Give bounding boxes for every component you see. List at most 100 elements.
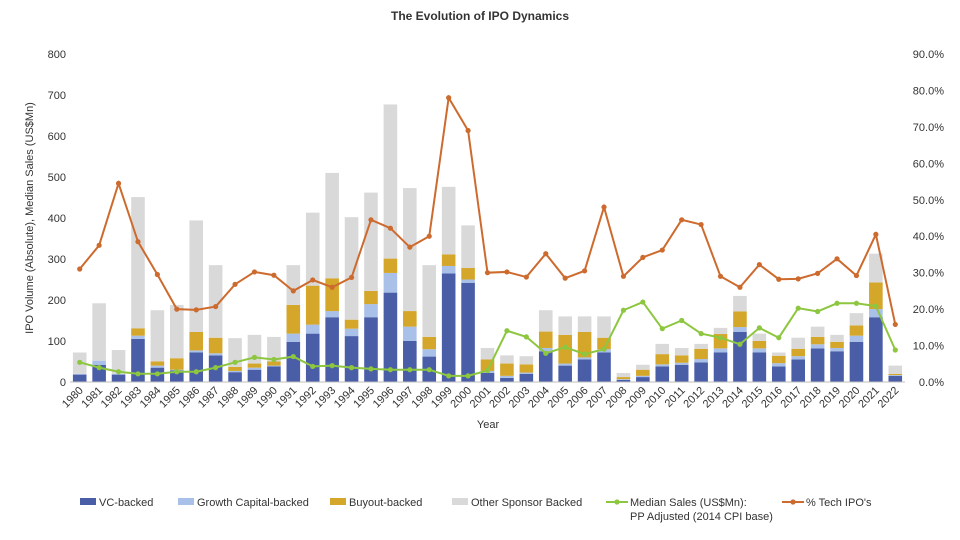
y-tick-label: 600 xyxy=(48,131,66,143)
bar-vc-backed-1996 xyxy=(383,292,398,382)
legend-label-tech-ipo-s: % Tech IPO's xyxy=(806,497,872,509)
point-tech-ipo-s-2007 xyxy=(601,204,607,210)
bar-other-sponsor-backed-2013 xyxy=(713,327,728,335)
bar-vc-backed-1990 xyxy=(267,366,281,382)
point-median-sales-us-mn-pp-adjusted-2014-cpi-base-2012 xyxy=(698,331,704,337)
bar-growth-capital-backed-2002 xyxy=(500,375,514,378)
bar-buyout-backed-1988 xyxy=(228,366,242,371)
x-tick-label-1984: 1984 xyxy=(138,385,164,411)
bar-growth-capital-backed-2012 xyxy=(694,359,708,363)
bar-growth-capital-backed-1980 xyxy=(72,373,87,375)
bar-growth-capital-backed-2015 xyxy=(752,348,767,353)
x-tick-label-1998: 1998 xyxy=(410,385,436,411)
bar-other-sponsor-backed-2020 xyxy=(849,313,864,326)
point-median-sales-us-mn-pp-adjusted-2014-cpi-base-2013 xyxy=(717,335,724,341)
x-tick-label-1985: 1985 xyxy=(157,385,183,411)
y2-tick-label: 40.0% xyxy=(913,231,944,243)
point-median-sales-us-mn-pp-adjusted-2014-cpi-base-2002 xyxy=(504,328,510,334)
bar-growth-capital-backed-1988 xyxy=(228,370,242,373)
legend-label-median-sales-us-mn-pp-adjusted-2014-cpi-base: Median Sales (US$Mn): PP Adjusted (2014 C… xyxy=(630,497,773,523)
point-tech-ipo-s-2004 xyxy=(543,251,549,257)
x-tick-label-1996: 1996 xyxy=(371,385,397,411)
y-tick-label: 200 xyxy=(48,295,66,307)
point-median-sales-us-mn-pp-adjusted-2014-cpi-base-1981 xyxy=(96,365,102,371)
bar-growth-capital-backed-1993 xyxy=(325,311,339,318)
point-tech-ipo-s-1996 xyxy=(387,225,394,231)
bar-other-sponsor-backed-2000 xyxy=(461,225,475,269)
bar-growth-capital-backed-2019 xyxy=(830,347,844,352)
bar-other-sponsor-backed-1990 xyxy=(267,336,281,362)
bar-vc-backed-1993 xyxy=(325,317,339,382)
chart-title: The Evolution of IPO Dynamics xyxy=(391,9,569,23)
bar-other-sponsor-backed-2010 xyxy=(655,343,670,355)
bar-growth-capital-backed-1987 xyxy=(208,353,223,356)
point-tech-ipo-s-2012 xyxy=(698,221,704,228)
point-median-sales-us-mn-pp-adjusted-2014-cpi-base-2009 xyxy=(640,299,646,305)
y2-tick-label: 60.0% xyxy=(913,158,944,170)
legend-label-vc-backed: VC-backed xyxy=(99,497,153,509)
bar-buyout-backed-2018 xyxy=(810,336,825,345)
y2-tick-label: 90.0% xyxy=(913,49,944,61)
point-tech-ipo-s-2022 xyxy=(892,321,898,328)
bar-vc-backed-2019 xyxy=(830,351,844,382)
point-median-sales-us-mn-pp-adjusted-2014-cpi-base-2019 xyxy=(834,300,840,306)
bar-buyout-backed-1997 xyxy=(403,311,417,327)
bar-vc-backed-1991 xyxy=(286,341,301,382)
bar-vc-backed-1995 xyxy=(364,317,378,382)
point-median-sales-us-mn-pp-adjusted-2014-cpi-base-2003 xyxy=(523,334,529,340)
legend-marker-tech-ipo-s xyxy=(790,499,796,505)
bar-vc-backed-2020 xyxy=(849,341,864,382)
bar-buyout-backed-1983 xyxy=(131,328,145,336)
x-tick-label-2005: 2005 xyxy=(546,385,572,411)
bar-other-sponsor-backed-1981 xyxy=(92,303,106,361)
bar-other-sponsor-backed-1983 xyxy=(131,197,145,329)
bar-other-sponsor-backed-2007 xyxy=(597,316,611,338)
bar-vc-backed-2000 xyxy=(461,282,475,382)
bar-vc-backed-1997 xyxy=(403,341,417,382)
bar-vc-backed-1986 xyxy=(189,352,204,382)
bar-buyout-backed-2011 xyxy=(674,355,689,363)
bar-growth-capital-backed-2013 xyxy=(713,348,728,353)
point-tech-ipo-s-2014 xyxy=(737,284,743,290)
bar-other-sponsor-backed-1986 xyxy=(189,220,204,332)
bar-buyout-backed-2002 xyxy=(500,363,514,376)
bar-other-sponsor-backed-2011 xyxy=(674,347,689,356)
x-tick-label-2006: 2006 xyxy=(565,385,591,411)
bar-other-sponsor-backed-2021 xyxy=(869,253,883,283)
point-median-sales-us-mn-pp-adjusted-2014-cpi-base-2017 xyxy=(795,305,801,311)
bar-growth-capital-backed-2006 xyxy=(577,357,592,360)
bar-other-sponsor-backed-2003 xyxy=(519,356,534,365)
point-tech-ipo-s-2015 xyxy=(756,262,762,268)
bar-other-sponsor-backed-1995 xyxy=(364,192,378,291)
bar-growth-capital-backed-2004 xyxy=(538,347,553,352)
point-tech-ipo-s-2006 xyxy=(581,268,588,274)
point-tech-ipo-s-1985 xyxy=(174,306,180,312)
x-tick-label-1981: 1981 xyxy=(79,385,105,411)
bar-growth-capital-backed-2020 xyxy=(849,335,864,342)
bar-other-sponsor-backed-2005 xyxy=(558,316,572,335)
x-tick-label-2012: 2012 xyxy=(681,385,707,411)
bar-growth-capital-backed-2018 xyxy=(810,344,825,349)
y-tick-label: 400 xyxy=(48,213,66,225)
bar-buyout-backed-1996 xyxy=(383,258,398,273)
bar-vc-backed-1992 xyxy=(305,333,320,382)
bar-other-sponsor-backed-2004 xyxy=(538,310,553,332)
bar-other-sponsor-backed-1991 xyxy=(286,265,301,305)
bar-other-sponsor-backed-2006 xyxy=(577,316,592,332)
point-median-sales-us-mn-pp-adjusted-2014-cpi-base-1980 xyxy=(77,359,83,365)
point-median-sales-us-mn-pp-adjusted-2014-cpi-base-2015 xyxy=(756,325,762,331)
bar-other-sponsor-backed-2009 xyxy=(636,364,650,370)
bar-growth-capital-backed-1989 xyxy=(247,367,262,370)
bar-buyout-backed-1985 xyxy=(170,358,184,370)
legend-swatch-buyout-backed xyxy=(330,498,346,505)
bar-buyout-backed-1994 xyxy=(344,319,359,329)
x-tick-label-1993: 1993 xyxy=(313,385,339,411)
bar-buyout-backed-2010 xyxy=(655,354,670,365)
point-median-sales-us-mn-pp-adjusted-2014-cpi-base-1992 xyxy=(310,363,316,370)
point-tech-ipo-s-2005 xyxy=(562,275,568,281)
x-tick-label-1997: 1997 xyxy=(390,385,416,411)
bar-other-sponsor-backed-1999 xyxy=(441,186,456,255)
bar-vc-backed-1999 xyxy=(441,273,456,382)
y2-tick-label: 50.0% xyxy=(913,195,944,207)
